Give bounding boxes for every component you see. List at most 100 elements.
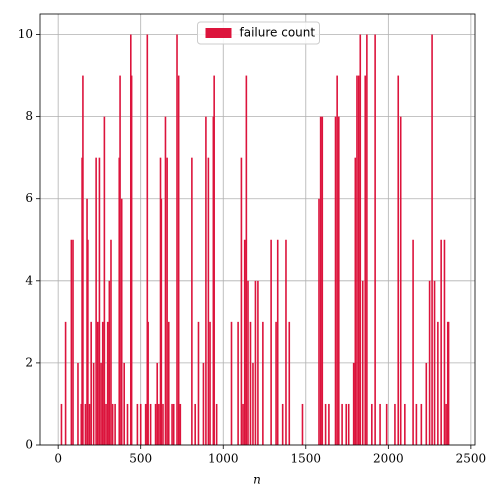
bar (371, 403, 373, 445)
bar (205, 116, 207, 445)
bar (247, 280, 249, 445)
bar (154, 403, 157, 445)
bar (87, 239, 89, 445)
y-tick-label: 0 (25, 438, 33, 452)
bar (336, 75, 338, 446)
x-tick-label: 500 (129, 452, 152, 466)
bar (209, 321, 211, 445)
bar (288, 321, 291, 445)
x-tick-label: 2000 (373, 452, 404, 466)
bar (64, 321, 67, 445)
bar (230, 321, 233, 445)
bar (428, 280, 431, 445)
bar (318, 198, 320, 445)
plot-frame (39, 13, 476, 446)
bar (72, 239, 74, 445)
bar (126, 403, 129, 445)
bar (364, 75, 367, 446)
bar (347, 403, 350, 445)
bar (215, 403, 218, 445)
bar (443, 239, 446, 445)
bar (167, 321, 170, 445)
bar (404, 403, 406, 445)
bar (420, 403, 423, 445)
bar (156, 362, 159, 445)
bar (139, 403, 142, 445)
bar (88, 403, 91, 445)
bar (379, 403, 381, 445)
bar (447, 321, 450, 445)
bar (276, 239, 279, 445)
bar (95, 157, 97, 445)
bar (446, 321, 449, 445)
bar (101, 321, 104, 445)
bar (80, 403, 83, 445)
bar (243, 239, 246, 445)
bar (399, 116, 402, 445)
bar (176, 34, 178, 446)
bar (179, 403, 182, 445)
bar (240, 157, 243, 445)
bar (120, 198, 123, 445)
bar (397, 75, 400, 446)
bar (84, 403, 87, 445)
bar (70, 239, 73, 445)
bar (270, 239, 272, 445)
bar (166, 157, 168, 445)
bar (281, 403, 284, 445)
bar (81, 157, 83, 445)
bar (111, 403, 114, 445)
x-tick-label: 1000 (208, 452, 239, 466)
legend-box (197, 21, 320, 45)
y-tick-label: 8 (25, 109, 33, 123)
bar (374, 34, 376, 446)
bar (254, 280, 257, 445)
bar (212, 116, 215, 445)
bar (245, 75, 248, 446)
bar (319, 116, 322, 445)
bar (394, 403, 396, 445)
bar (356, 75, 358, 446)
x-tick-label: 2500 (456, 452, 487, 466)
y-tick-label: 4 (25, 273, 33, 287)
y-tick-label: 10 (18, 27, 33, 41)
legend-label: failure count (240, 26, 316, 40)
bar (158, 403, 160, 445)
bar (321, 116, 324, 445)
bar (118, 157, 121, 445)
bar (144, 403, 147, 445)
legend: failure count (197, 21, 320, 45)
bar (96, 321, 99, 445)
bar (136, 403, 139, 445)
x-tick-label: 0 (54, 452, 62, 466)
bar (197, 321, 200, 445)
bar (341, 403, 343, 445)
bar (110, 239, 112, 445)
bar (249, 321, 252, 445)
bar (359, 34, 362, 446)
bar (237, 321, 239, 445)
bar (357, 75, 360, 446)
bar (191, 157, 193, 445)
bar (149, 403, 152, 445)
bar (301, 403, 304, 445)
bar (431, 34, 433, 446)
bar (352, 362, 355, 445)
bar (106, 321, 109, 445)
bar (345, 403, 348, 445)
bar (159, 157, 162, 445)
bar (177, 75, 180, 446)
bar (105, 403, 107, 445)
bar (262, 321, 264, 445)
x-axis-label: n (253, 473, 261, 487)
bar (100, 362, 102, 445)
y-tick-label: 6 (25, 191, 33, 205)
bar (412, 239, 414, 445)
bar (98, 157, 101, 445)
bar (433, 280, 436, 445)
bar (437, 321, 439, 445)
bar (129, 34, 132, 446)
bar (361, 280, 364, 445)
bar (257, 280, 259, 445)
bar (425, 362, 428, 445)
